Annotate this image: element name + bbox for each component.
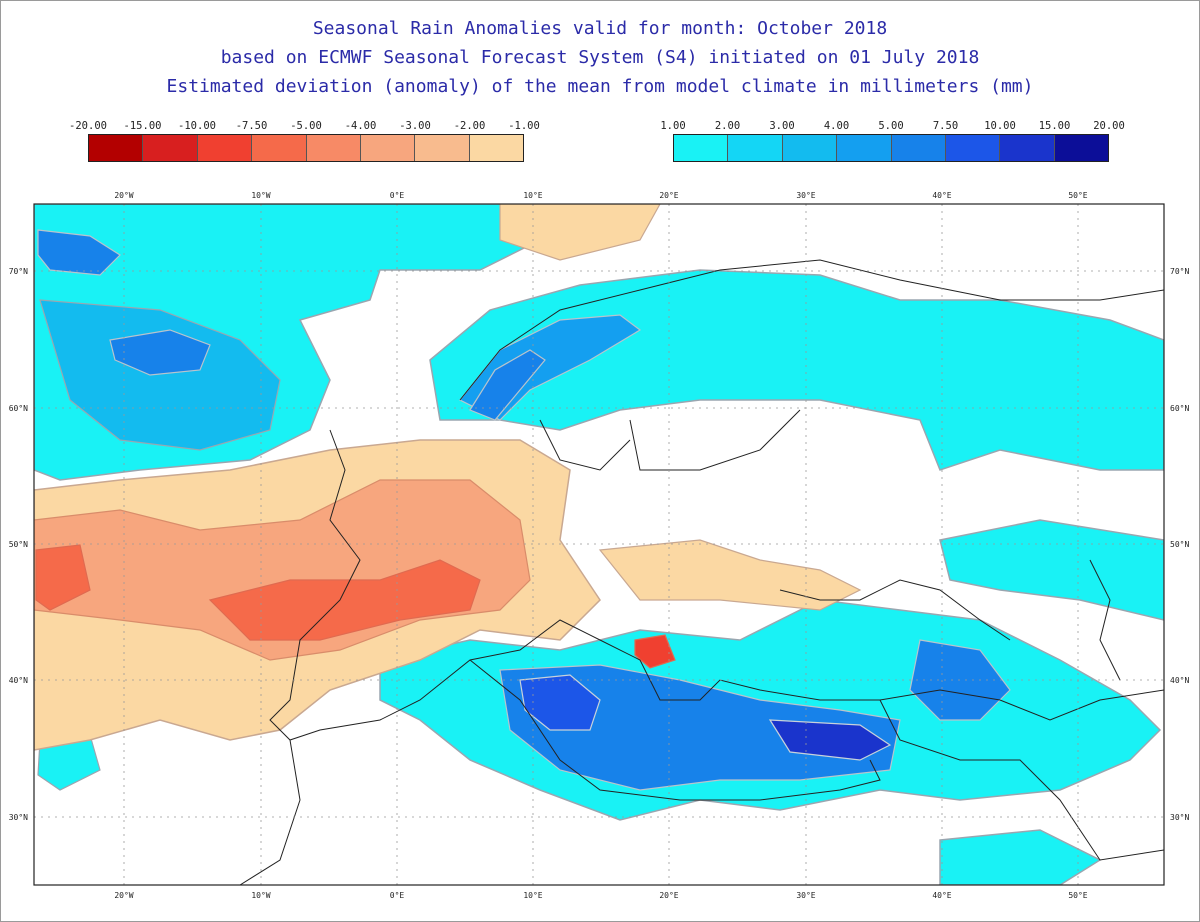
legend-positive-swatch [674,135,729,161]
legend-negative: -20.00 -15.00 -10.00 -7.50 -5.00 -4.00 -3.00 -2… [69,120,540,162]
legend-negative-swatch [469,135,523,161]
legend-positive-label: 3.00 [769,120,795,132]
legend-positive-swatch [837,135,892,161]
mediterranean-wet-core [519,674,601,731]
legend-negative-swatch [197,135,253,161]
lon-label-bottom: 30°E [796,891,815,900]
legend-negative-colorbar [88,134,524,162]
anomaly-fields [34,204,1164,885]
lon-label-bottom: 10°W [251,891,270,900]
legend-positive-swatch [782,135,838,161]
arctic-dry-patch [499,204,661,261]
lat-label-left: 40°N [9,676,28,685]
lat-label-left: 50°N [9,540,28,549]
title-block: Seasonal Rain Anomalies valid for month:… [0,14,1200,101]
lat-label-right: 50°N [1170,540,1189,549]
legend-positive-labels: 1.00 2.00 3.00 4.00 5.00 7.50 10.00 15.00 20.00 [660,120,1124,134]
lon-label-bottom: 10°E [523,891,542,900]
legend-negative-label: -2.00 [453,120,486,132]
greenland-sea-wet-core [37,229,121,276]
lon-label-top: 0°E [390,191,405,200]
legend-negative-swatch [252,135,307,161]
lat-label-left: 30°N [9,813,28,822]
map-border [33,203,1165,886]
legend-positive-label: 4.00 [823,120,850,132]
legend-positive-label: 15.00 [1038,120,1071,132]
levant-wet-core [768,719,892,761]
atlantic-dry-core [35,544,91,611]
lon-label-top: 10°W [251,191,270,200]
legend-positive-label: 10.00 [984,120,1016,132]
title-line-1: Seasonal Rain Anomalies valid for month:… [312,18,888,39]
legend-positive-colorbar [673,134,1109,162]
lat-label-right: 70°N [1170,267,1189,276]
legend-negative-label: -3.00 [399,120,431,132]
legend-negative-swatch [306,135,361,161]
lat-label-right: 60°N [1170,404,1189,413]
legend-negative-labels: -20.00 -15.00 -10.00 -7.50 -5.00 -4.00 -3.00 -2… [69,120,540,134]
title-line-3: Estimated deviation (anomaly) of the mea… [166,76,1034,97]
lon-label-top: 20°W [114,191,133,200]
lon-label-top: 10°E [523,191,542,200]
legend-negative-label: -4.00 [344,120,377,132]
legend-negative-swatch [360,135,416,161]
west-europe-dry-core [208,559,481,641]
north-atlantic-wet-core [39,299,281,451]
legend-positive-label: 1.00 [660,120,686,132]
central-europe-dry-patch [598,539,862,611]
legend-negative-label: -7.50 [235,120,268,132]
legend-negative-label: -1.00 [508,120,540,132]
lon-label-top: 50°E [1068,191,1087,200]
lon-label-bottom: 40°E [932,891,951,900]
lon-label-bottom: 0°E [390,891,405,900]
iceland-wet-core [109,329,211,376]
legend-negative-swatch [415,135,470,161]
legend-positive-label: 2.00 [714,120,741,132]
lon-label-bottom: 50°E [1068,891,1087,900]
legend-positive-swatch [1054,135,1108,161]
lat-label-right: 40°N [1170,676,1189,685]
lat-label-right: 30°N [1170,813,1189,822]
legend-positive-swatch [945,135,1001,161]
lon-label-top: 20°E [659,191,678,200]
south-wet-patch [939,829,1102,885]
legend-negative-swatch [143,135,198,161]
lat-label-left: 70°N [9,267,28,276]
legend-negative-label: -15.00 [123,120,162,132]
coastlines [239,259,1164,885]
lon-label-top: 30°E [796,191,815,200]
lon-label-top: 40°E [932,191,951,200]
title-line-2: based on ECMWF Seasonal Forecast System … [220,47,980,68]
lon-label-bottom: 20°W [114,891,133,900]
legend-negative-label: -20.00 [69,120,107,132]
graticule [34,204,1164,885]
legend-positive-label: 7.50 [932,120,959,132]
adriatic-dry-spot [634,634,676,669]
legend-positive-label: 5.00 [878,120,904,132]
legend-positive: 1.00 2.00 3.00 4.00 5.00 7.50 10.00 15.00 20.00 [660,120,1125,162]
legend-positive-swatch [891,135,946,161]
legend-negative-swatch [89,135,144,161]
lon-label-bottom: 20°E [659,891,678,900]
lat-label-left: 60°N [9,404,28,413]
map-axis-labels: 20°W 10°W 0°E 10°E 20°E 30°E 40°E 50°E 2… [9,191,1190,900]
norway-coast-wet-core [469,349,546,421]
legend-positive-swatch [728,135,783,161]
anomaly-map: 20°W 10°W 0°E 10°E 20°E 30°E 40°E 50°E 2… [9,191,1190,900]
legend-positive-swatch [1000,135,1055,161]
legend-negative-label: -10.00 [178,120,216,132]
legend-negative-label: -5.00 [290,120,322,132]
legend-positive-label: 20.00 [1093,120,1125,132]
